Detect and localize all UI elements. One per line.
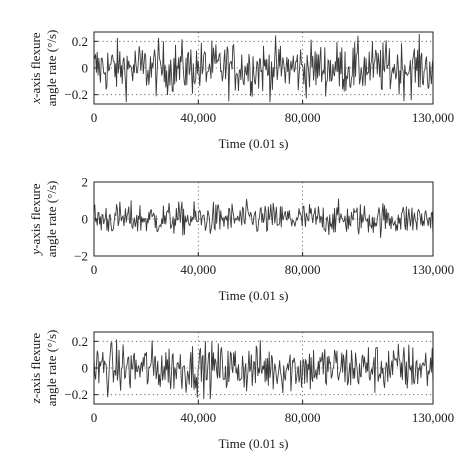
- y-axis-title-line1: y-axis flexure: [28, 183, 43, 256]
- y-axis-title-rest: -axis flexure: [28, 32, 43, 98]
- x-tick-label: 130,000: [412, 110, 454, 125]
- y-tick-label: 0: [82, 61, 89, 76]
- series-trace: [93, 34, 434, 103]
- x-tick-label: 0: [91, 410, 98, 425]
- y-axis-title-line2: angle rate (°/s): [44, 330, 59, 407]
- y-tick-label: −2: [74, 249, 88, 264]
- x-axis-title: Time (0.01 s): [219, 436, 289, 451]
- y-axis-title-line2: angle rate (°/s): [44, 181, 59, 258]
- y-axis-title-rest: -axis flexure: [28, 333, 43, 399]
- x-tick-label: 130,000: [412, 262, 454, 277]
- x-tick-label: 40,000: [180, 410, 216, 425]
- y-tick-label: 0.2: [72, 34, 88, 49]
- x-tick-label: 40,000: [180, 262, 216, 277]
- x-tick-label: 130,000: [412, 410, 454, 425]
- series-trace: [93, 198, 434, 238]
- y-tick-label: 0.2: [72, 334, 88, 349]
- x-tick-label: 80,000: [285, 262, 321, 277]
- y-axis-title-line1: z-axis flexure: [28, 333, 43, 405]
- y-axis-title-rest: -axis flexure: [28, 183, 43, 249]
- y-tick-label: 0: [82, 212, 89, 227]
- x-tick-label: 0: [91, 262, 98, 277]
- y-axis-letter: z: [28, 398, 43, 404]
- y-tick-label: 2: [82, 175, 89, 190]
- y-axis-title-line2: angle rate (°/s): [44, 30, 59, 107]
- series-trace: [93, 339, 434, 400]
- x-tick-label: 80,000: [285, 410, 321, 425]
- y-axis-letter: y: [28, 249, 43, 257]
- x-tick-label: 80,000: [285, 110, 321, 125]
- y-axis-title-line1: x-axis flexure: [28, 32, 43, 104]
- y-axis-letter: x: [28, 98, 43, 105]
- x-axis-title: Time (0.01 s): [219, 136, 289, 151]
- x-tick-label: 0: [91, 110, 98, 125]
- x-tick-label: 40,000: [180, 110, 216, 125]
- y-tick-label: 0: [82, 361, 89, 376]
- x-axis-title: Time (0.01 s): [219, 288, 289, 303]
- y-tick-label: −0.2: [64, 87, 88, 102]
- y-tick-label: −0.2: [64, 387, 88, 402]
